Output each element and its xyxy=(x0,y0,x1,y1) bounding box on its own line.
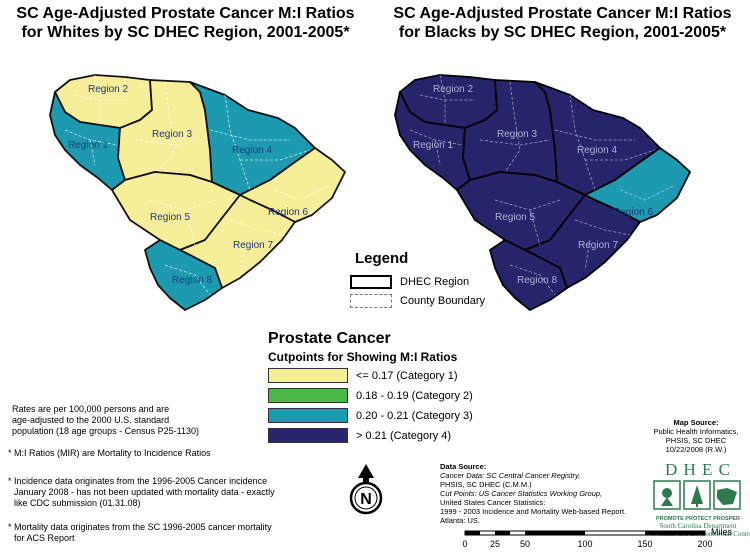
category-3-label: 0.20 - 0.21 (Category 3) xyxy=(356,409,473,422)
map-blacks-label-region-6: Region 6 xyxy=(613,207,653,218)
category-1-label: <= 0.17 (Category 1) xyxy=(356,369,458,382)
incidence-note: * Incidence data originates from the 199… xyxy=(8,476,275,508)
category-4-row: > 0.21 (Category 4) xyxy=(268,428,451,443)
legend-dhec-region: DHEC Region xyxy=(350,275,469,289)
scale-tick-100: 100 xyxy=(577,539,592,549)
prostate-legend-title: Prostate Cancer xyxy=(268,330,391,347)
category-3-row: 0.20 - 0.21 (Category 3) xyxy=(268,408,473,423)
map-blacks-label-region-3: Region 3 xyxy=(497,129,537,140)
map-whites-label-region-6: Region 6 xyxy=(268,207,308,218)
map-blacks-label-region-7: Region 7 xyxy=(578,240,618,251)
legend-title: Legend xyxy=(355,250,409,267)
dhec-logo: D H E C PROMOTE PROTECT PROSPER South Ca… xyxy=(650,460,750,538)
scale-unit: Miles xyxy=(711,528,733,537)
map-whites-region-8 xyxy=(144,239,223,311)
right-map-title: SC Age-Adjusted Prostate Cancer M:I Rati… xyxy=(393,5,732,41)
map-blacks-region-8 xyxy=(489,239,568,311)
map-source: Map Source: Public Health Informatics, P… xyxy=(653,418,739,454)
legend-dhec-region-swatch xyxy=(350,275,392,289)
legend-county-boundary: County Boundary xyxy=(350,294,485,308)
data-source: Data Source: Cancer Data: SC Central Can… xyxy=(440,462,627,525)
map-whites-label-region-2: Region 2 xyxy=(88,84,128,95)
left-map-title: SC Age-Adjusted Prostate Cancer M:I Rati… xyxy=(16,5,355,41)
north-arrow-icon: N xyxy=(349,464,383,515)
dhec-emblem-icon xyxy=(653,480,741,510)
legend-county-boundary-label: County Boundary xyxy=(400,295,485,307)
rates-note: Rates are per 100,000 persons and are ag… xyxy=(12,404,199,436)
scale-bar: 0 25 50 100 150 200 Miles xyxy=(462,528,733,549)
map-blacks-label-region-2: Region 2 xyxy=(433,84,473,95)
prostate-legend-subtitle: Cutpoints for Showing M:I Ratios xyxy=(268,350,458,364)
map-blacks-label-region-5: Region 5 xyxy=(495,212,535,223)
north-arrow-letter: N xyxy=(360,491,372,508)
map-blacks-label-region-1: Region 1 xyxy=(413,140,453,151)
scale-tick-150: 150 xyxy=(637,539,652,549)
category-1-swatch xyxy=(268,368,348,383)
category-4-label: > 0.21 (Category 4) xyxy=(356,429,452,442)
mortality-note: * Mortality data originates from the SC … xyxy=(8,522,272,543)
map-blacks-label-region-4: Region 4 xyxy=(577,145,617,156)
scale-tick-200: 200 xyxy=(697,539,712,549)
scale-tick-25: 25 xyxy=(490,539,500,549)
category-2-swatch xyxy=(268,388,348,403)
scale-tick-0: 0 xyxy=(462,539,467,549)
category-3-swatch xyxy=(268,408,348,423)
map-whites-label-region-8: Region 8 xyxy=(172,275,212,286)
category-1-row: <= 0.17 (Category 1) xyxy=(268,368,458,383)
category-2-row: 0.18 - 0.19 (Category 2) xyxy=(268,388,473,403)
legend-county-boundary-swatch xyxy=(350,294,392,308)
map-whites-label-region-3: Region 3 xyxy=(152,129,192,140)
map-whites-label-region-4: Region 4 xyxy=(232,145,272,156)
map-whites-label-region-5: Region 5 xyxy=(150,212,190,223)
map-whites-label-region-1: Region 1 xyxy=(68,140,108,151)
category-4-swatch xyxy=(268,428,348,443)
mir-note: * M:I Ratios (MIR) are Mortality to Inci… xyxy=(8,448,211,458)
legend-dhec-region-label: DHEC Region xyxy=(400,276,470,288)
map-blacks-label-region-8: Region 8 xyxy=(517,275,557,286)
map-whites-label-region-7: Region 7 xyxy=(233,240,273,251)
category-2-label: 0.18 - 0.19 (Category 2) xyxy=(356,389,473,402)
scale-tick-50: 50 xyxy=(520,539,530,549)
